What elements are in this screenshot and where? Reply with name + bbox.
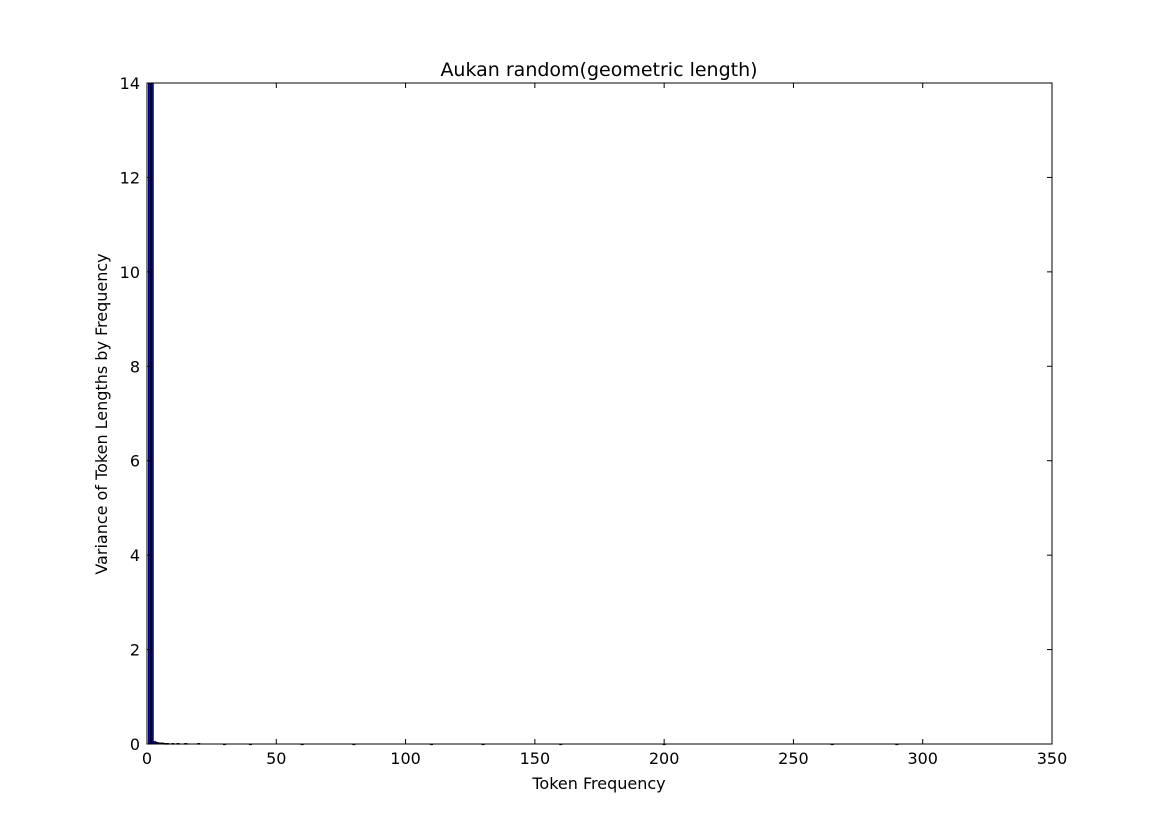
x-axis: 0 50 100 150 200 250 300 350 (142, 83, 1067, 768)
y-tick-label: 8 (130, 357, 140, 376)
y-tick-label: 10 (120, 263, 140, 282)
y-tick-label: 6 (130, 452, 140, 471)
y-tick-label: 2 (130, 641, 140, 660)
x-tick-label: 200 (649, 749, 680, 768)
x-tick-label: 250 (778, 749, 809, 768)
x-tick-label: 0 (142, 749, 152, 768)
x-tick-label: 300 (907, 749, 938, 768)
y-tick-label: 12 (120, 168, 140, 187)
plot-frame (146, 82, 1053, 745)
y-tick-label: 0 (130, 735, 140, 754)
x-axis-label: Token Frequency (531, 774, 665, 793)
x-tick-label: 350 (1037, 749, 1068, 768)
chart-title: Aukan random(geometric length) (440, 59, 757, 81)
bar (148, 82, 152, 745)
y-axis-label: Variance of Token Lengths by Frequency (92, 253, 111, 574)
bar (150, 82, 154, 745)
x-tick-label: 50 (266, 749, 286, 768)
y-tick-label: 14 (120, 74, 140, 93)
plot-area (147, 83, 1052, 744)
y-axis: 0 2 4 6 8 10 12 14 (120, 74, 1052, 754)
x-tick-label: 100 (390, 749, 421, 768)
y-tick-label: 4 (130, 546, 140, 565)
x-tick-label: 150 (520, 749, 551, 768)
